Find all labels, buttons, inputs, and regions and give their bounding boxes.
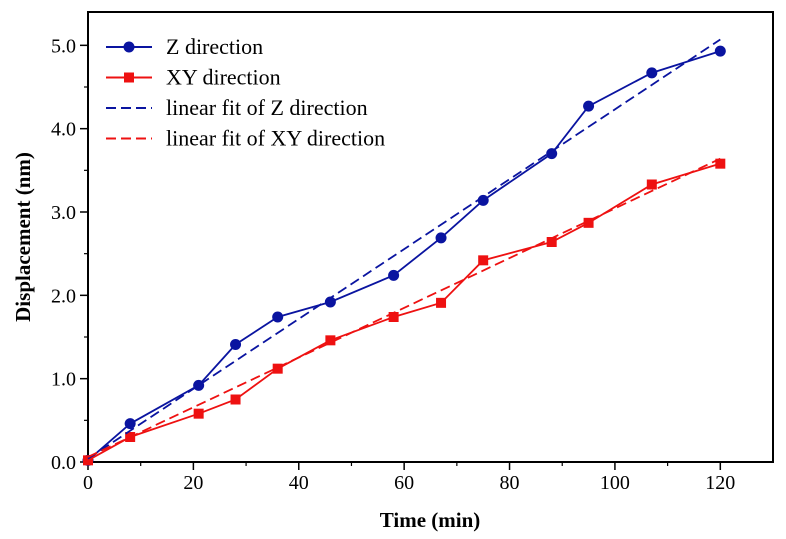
series-layer	[82, 38, 726, 466]
x-tick-label: 80	[500, 472, 520, 494]
xy-direction-point	[478, 255, 489, 266]
y-tick-label: 0.0	[51, 452, 76, 474]
xy-direction-point	[272, 363, 283, 374]
xy-direction-point	[83, 455, 93, 466]
z-direction-point	[714, 45, 726, 57]
axis-ticks: 0 20 40 60 80 100 120 0.0 1.0 2.0 3.0 4.0 5.0	[51, 35, 735, 494]
x-tick-label: 20	[183, 472, 203, 494]
legend-label-z-direction: Z direction	[166, 34, 263, 59]
x-tick-label: 40	[289, 472, 309, 494]
x-axis-title: Time (min)	[380, 508, 481, 532]
z-direction-point	[272, 311, 284, 323]
x-tick-label: 60	[394, 472, 414, 494]
z-direction-point	[193, 379, 205, 391]
y-tick-label: 4.0	[51, 119, 76, 141]
xy-direction-point	[546, 237, 557, 247]
xy-direction-point	[193, 408, 204, 419]
linear-fit-of-z-direction-line	[87, 38, 721, 460]
x-tick-label: 100	[600, 472, 630, 494]
z-direction-point	[583, 100, 595, 112]
z-direction-point	[435, 232, 447, 244]
y-tick-label: 5.0	[51, 35, 76, 57]
xy-direction-point	[325, 335, 336, 346]
legend-label-linear-fit-of-z-direction: linear fit of Z direction	[166, 95, 368, 120]
xy-direction-point	[388, 312, 399, 322]
linear-fit-of-xy-direction-line	[87, 157, 721, 458]
xy-direction-point	[436, 297, 447, 308]
legend: Z direction XY direction linear fit of Z d…	[106, 34, 385, 151]
z-direction-point	[388, 269, 400, 281]
xy-direction-point	[583, 217, 594, 228]
legend-marker-z-direction	[123, 41, 135, 53]
y-tick-label: 2.0	[51, 285, 76, 307]
xy-direction-point	[646, 179, 657, 190]
z-direction-point	[230, 339, 242, 350]
legend-label-linear-fit-of-xy-direction: linear fit of XY direction	[166, 126, 385, 151]
legend-label-xy-direction: XY direction	[166, 65, 281, 90]
z-direction-point	[546, 148, 558, 160]
xy-direction-point	[230, 394, 241, 405]
xy-direction-point	[715, 158, 726, 169]
xy-direction-line	[87, 162, 721, 462]
plot-area-frame	[87, 11, 774, 463]
x-tick-label: 120	[705, 472, 735, 494]
y-tick-label: 3.0	[51, 202, 76, 224]
legend-marker-xy-direction	[124, 72, 134, 83]
y-tick-label: 1.0	[51, 369, 76, 391]
y-axis-title: Displacement (nm)	[11, 152, 35, 322]
x-tick-label: 0	[83, 472, 93, 494]
z-direction-point	[124, 418, 136, 430]
z-direction-point	[646, 67, 658, 79]
